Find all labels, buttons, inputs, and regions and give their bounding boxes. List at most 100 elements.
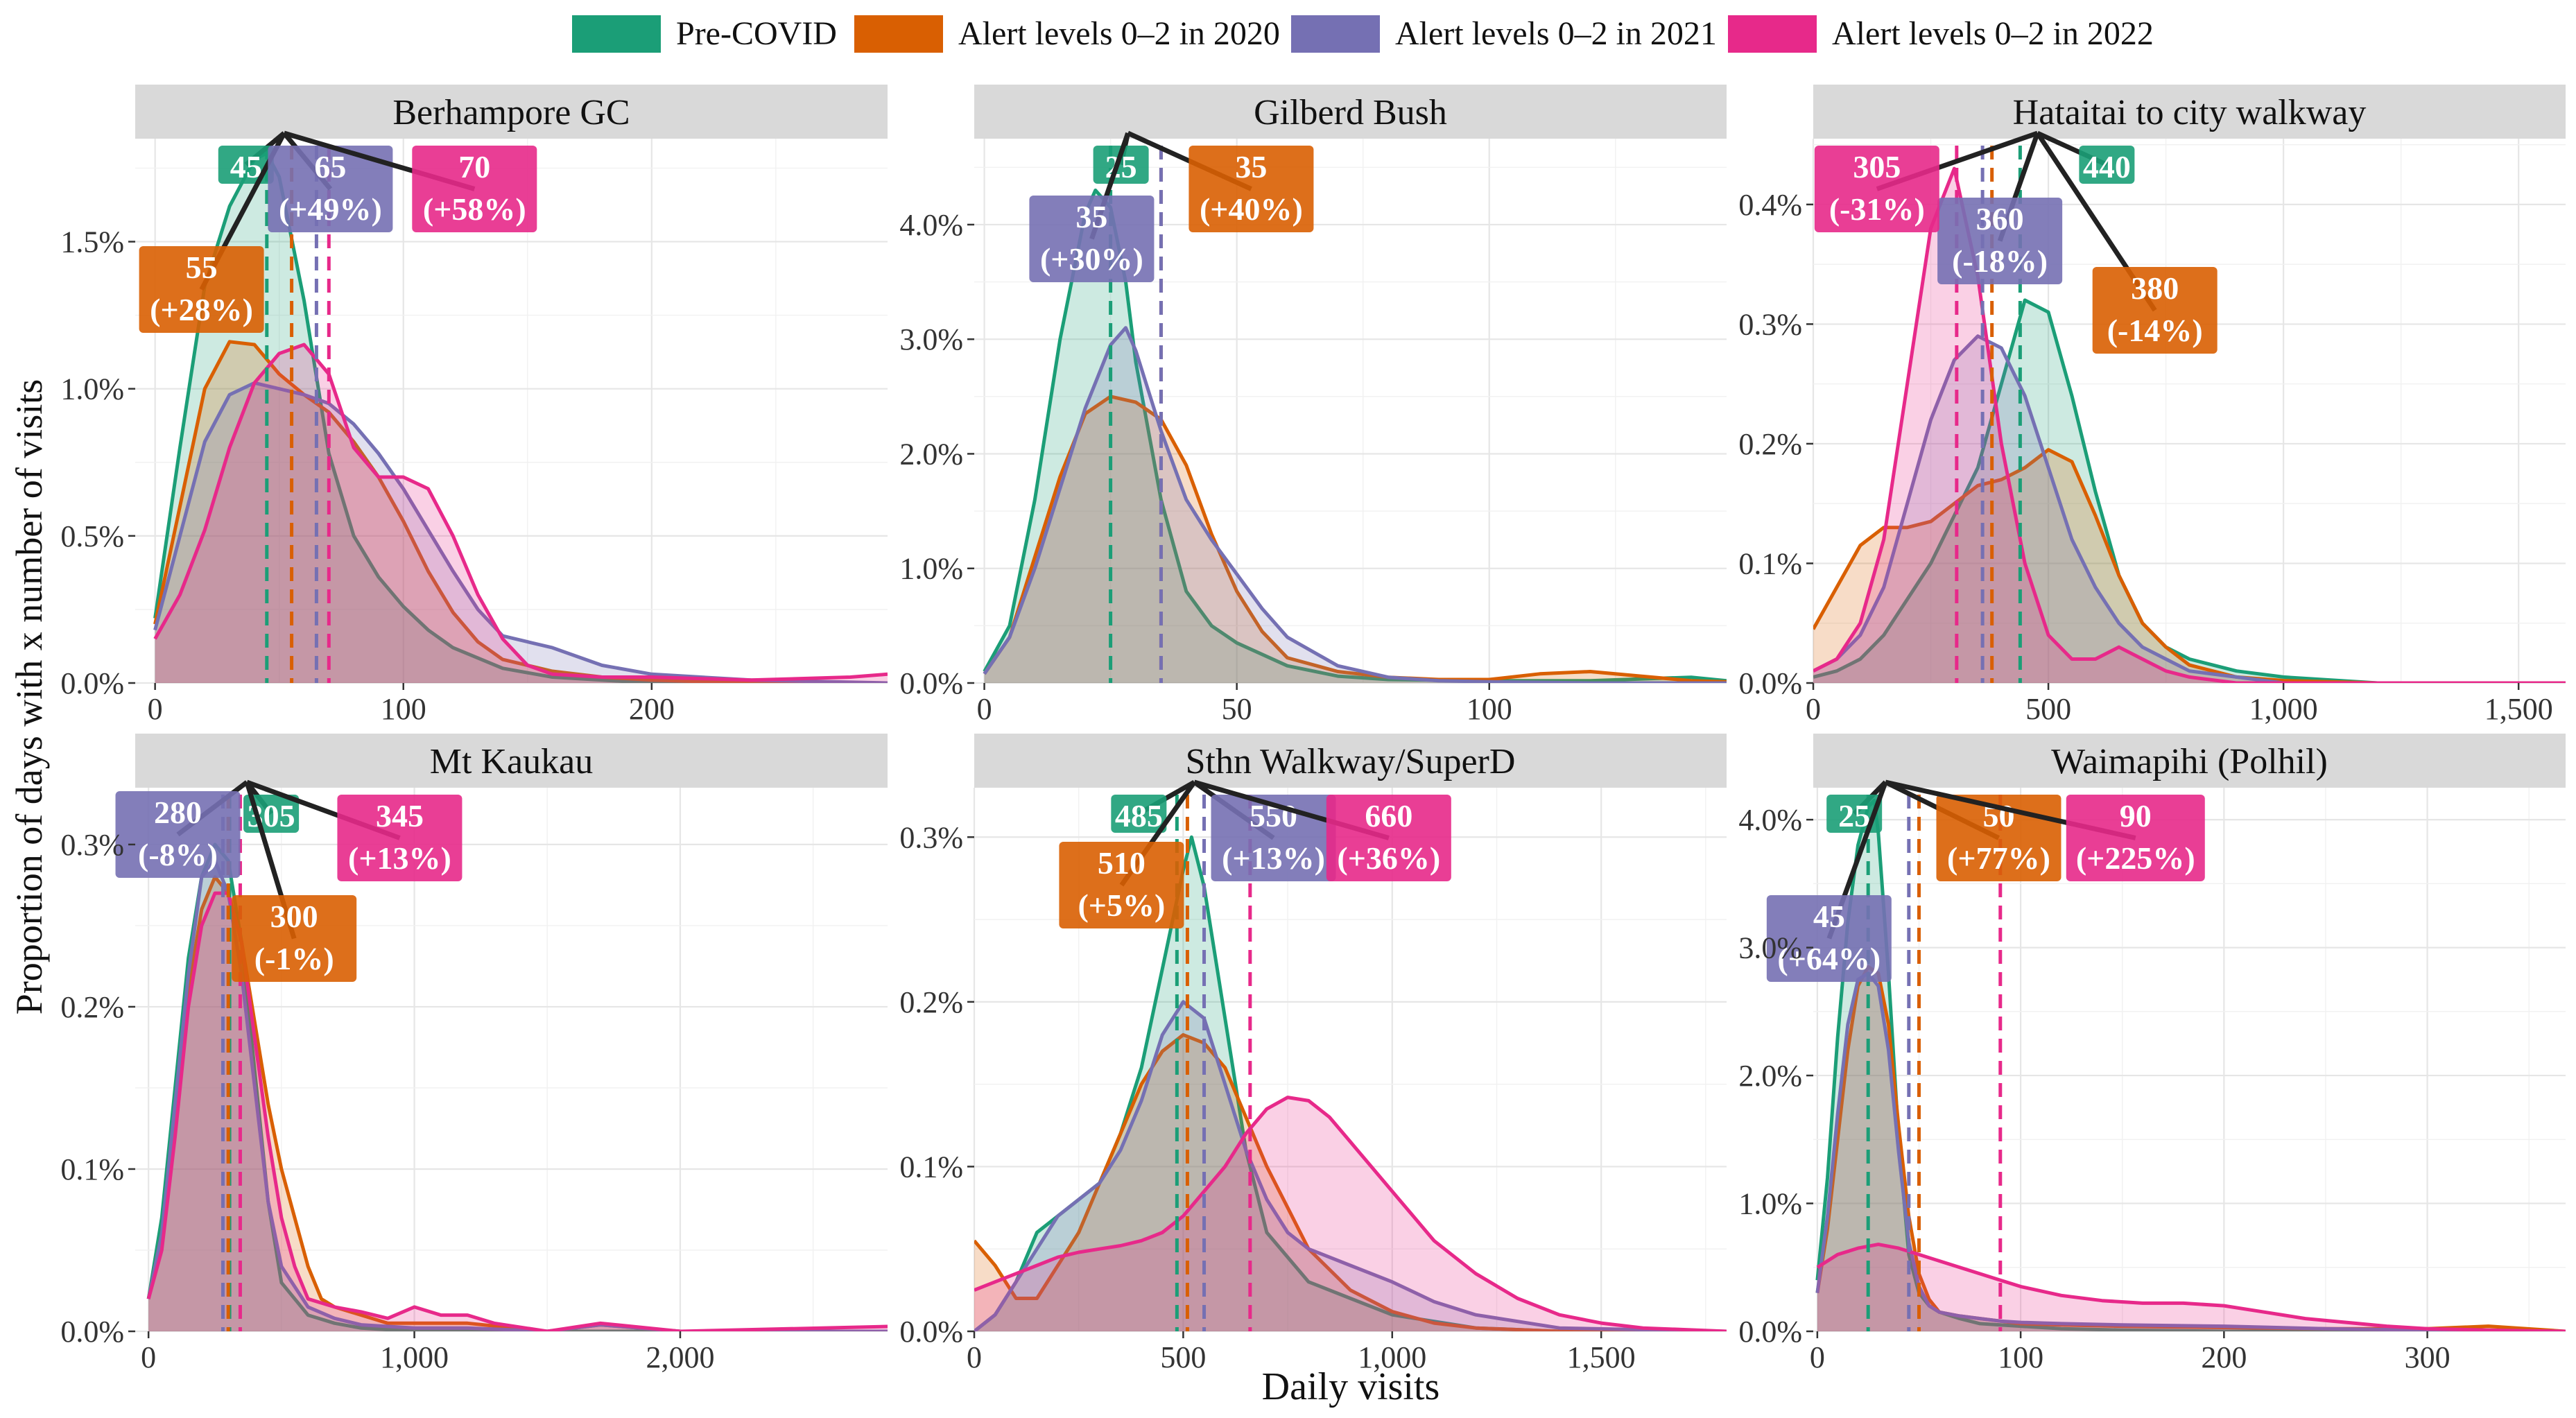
y-tick-label: 0.2% [60,990,124,1024]
panel-title: Mt Kaukau [430,742,593,781]
x-tick-label: 1,500 [1567,1340,1636,1374]
y-tick-label: 0.2% [899,985,963,1019]
median-label-value: 440 [2083,149,2131,184]
density-area-y2021 [984,327,1727,683]
density-area-pre [974,837,1727,1331]
y-tick-label: 1.0% [899,552,963,586]
panel-6: Waimapihi (Polhil)25 50(+77%)45(+64%)90(+… [1738,734,2566,1374]
x-tick-label: 500 [2025,692,2071,726]
y-tick-label: 0.4% [1738,188,1802,222]
y-tick-label: 0.0% [1738,1315,1802,1349]
y-axis-label: Proportion of days with x number of visi… [8,379,50,1014]
density-area-pre [1813,300,2566,683]
panel-title: Berhampore GC [392,93,630,132]
median-label-change: (+5%) [1078,888,1165,923]
density-line-y2021 [153,381,888,683]
median-lines [265,146,331,683]
median-label-value: 65 [314,149,346,184]
y-tick-label: 0.3% [1738,307,1802,341]
median-label-value: 45 [230,149,262,184]
median-label-box-y2022 [2066,795,2205,881]
y-tick-label: 0.0% [899,666,963,700]
x-tick-label: 500 [1160,1340,1206,1374]
density-line-pre [1813,298,2566,683]
panel-strip [135,85,888,139]
y-tick-label: 0.3% [60,828,124,862]
density-area-y2022 [155,345,888,683]
x-tick-label: 0 [1806,692,1821,726]
axes: 0 500 1,000 1,500 0.0% 0.1% 0.2% 0.3% [899,820,1635,1374]
panel-strip [135,734,888,788]
density-area-y2021 [155,383,888,683]
legend-item-y2021: Alert levels 0–2 in 2021 [1291,15,1717,53]
density-line-y2022 [146,891,888,1331]
median-label-box-pre [2079,146,2135,184]
y-tick-label: 3.0% [1738,931,1802,965]
density-layer [1813,166,2566,683]
x-tick-label: 100 [1998,1340,2043,1374]
legend-swatch-y2020 [854,15,943,53]
density-line-y2021 [983,326,1727,683]
legend-label-y2020: Alert levels 0–2 in 2020 [958,15,1280,52]
median-label-change: (+13%) [348,840,451,876]
density-area-pre [984,190,1727,683]
median-label-change: (+77%) [1947,840,2050,876]
y-tick-label: 1.0% [60,372,124,406]
median-labels: 25 35(+40%)35(+30%) [1029,130,1314,282]
density-area-pre [155,153,888,683]
density-area-y2021 [1817,973,2566,1331]
legend-item-y2020: Alert levels 0–2 in 2020 [854,15,1280,53]
x-tick-label: 100 [1467,692,1512,726]
median-label-change: (+58%) [423,191,526,227]
panel-title: Waimapihi (Polhil) [2051,742,2328,781]
y-tick-label: 0.0% [899,1315,963,1349]
median-label-value: 345 [376,798,424,833]
density-line-y2022 [974,1096,1727,1331]
density-area-y2020 [1813,449,2566,683]
y-tick-label: 0.0% [1738,666,1802,700]
legend-label-y2021: Alert levels 0–2 in 2021 [1395,15,1717,52]
density-layer [153,151,888,683]
legend-swatch-y2021 [1291,15,1380,53]
axes: 0 100 200 0.0% 0.5% 1.0% 1.5% [60,225,674,726]
median-label-box-y2020 [2092,267,2218,354]
density-area-y2022 [1813,168,2566,683]
median-label-value: 35 [1075,199,1107,234]
density-area-y2021 [1813,336,2566,683]
legend-item-pre: Pre-COVID [572,15,837,53]
density-area-y2020 [155,341,888,683]
legend-label-y2022: Alert levels 0–2 in 2022 [1832,15,2154,52]
y-tick-label: 0.1% [1738,546,1802,580]
panel-strip [1813,85,2566,139]
density-line-y2022 [153,343,888,682]
x-axis-label: Daily visits [1262,1365,1440,1408]
median-label-box-y2021 [1766,895,1892,982]
median-label-value: 305 [1853,149,1901,184]
gridlines [135,788,888,1333]
panel-strip [974,85,1727,139]
panel-strip [974,734,1727,788]
median-label-box-y2021 [115,791,241,878]
x-tick-label: 2,000 [646,1340,714,1374]
x-tick-label: 1,000 [2249,692,2318,726]
density-line-pre [153,151,888,683]
y-tick-label: 4.0% [1738,803,1802,837]
median-label-change: (+13%) [1222,840,1325,876]
median-label-value: 25 [1838,798,1870,833]
density-area-y2020 [984,396,1727,683]
median-label-box-y2022 [1326,795,1451,881]
density-layer [974,835,1727,1331]
x-tick-label: 300 [2405,1340,2450,1374]
x-tick-label: 1,500 [2484,692,2553,726]
median-label-value: 280 [154,795,202,830]
density-line-y2020 [146,875,888,1331]
y-tick-label: 0.2% [1738,427,1802,461]
y-tick-label: 1.5% [60,225,124,259]
median-label-change: (+36%) [1337,840,1440,876]
legend-label-pre: Pre-COVID [676,15,837,52]
median-label-box-pre [1093,146,1149,184]
panel-title: Sthn Walkway/SuperD [1186,742,1516,781]
